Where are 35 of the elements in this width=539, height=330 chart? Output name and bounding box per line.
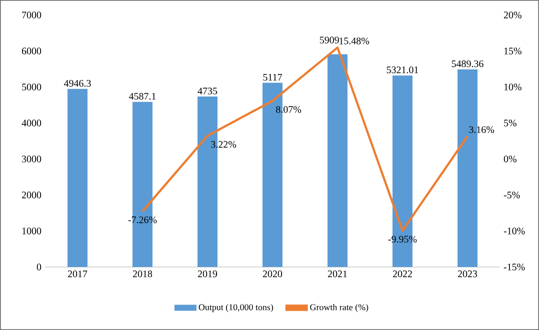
data-label: 4587.1: [128, 92, 156, 100]
x-tick-label: 2018: [132, 270, 152, 278]
y2-tick-label: -10%: [504, 228, 525, 234]
y-tick-label: 0: [36, 264, 42, 270]
x-tick-label: 2023: [458, 270, 478, 278]
data-label: 5321.01: [386, 66, 418, 74]
y-tick-label: 1000: [22, 228, 42, 234]
y-tick-label: 2000: [22, 192, 42, 198]
legend-label: Growth rate (%): [310, 304, 368, 312]
x-tick-label: 2020: [262, 270, 282, 278]
bar: [68, 88, 88, 267]
y-tick-label: 6000: [22, 48, 42, 54]
bar: [328, 54, 348, 267]
x-tick-label: 2017: [68, 270, 88, 278]
y2-tick-label: 10%: [504, 84, 522, 90]
data-label: 4946.3: [64, 80, 91, 87]
data-label: 4735: [198, 88, 218, 94]
y-tick-label: 4000: [22, 120, 42, 126]
x-tick-label: 2022: [392, 270, 412, 278]
y-tick-label: 3000: [22, 156, 42, 162]
x-tick-label: 2019: [198, 270, 218, 278]
data-label: 15.48%: [340, 38, 370, 44]
data-label: 5117: [263, 74, 282, 81]
y2-tick-label: 20%: [504, 12, 522, 18]
x-tick-label: 2021: [328, 270, 347, 278]
y2-tick-label: 5%: [504, 120, 516, 126]
data-label: 5909: [320, 36, 339, 44]
y2-tick-label: 0%: [504, 156, 516, 162]
y-tick-label: 5000: [22, 84, 42, 90]
y2-tick-label: -5%: [504, 192, 520, 198]
y2-tick-label: -15%: [504, 264, 525, 270]
legend-label: Output (10,000 tons): [198, 304, 274, 312]
data-label: 5489.36: [452, 60, 484, 68]
y2-tick-label: 15%: [504, 48, 522, 54]
y-tick-label: 7000: [22, 12, 42, 18]
